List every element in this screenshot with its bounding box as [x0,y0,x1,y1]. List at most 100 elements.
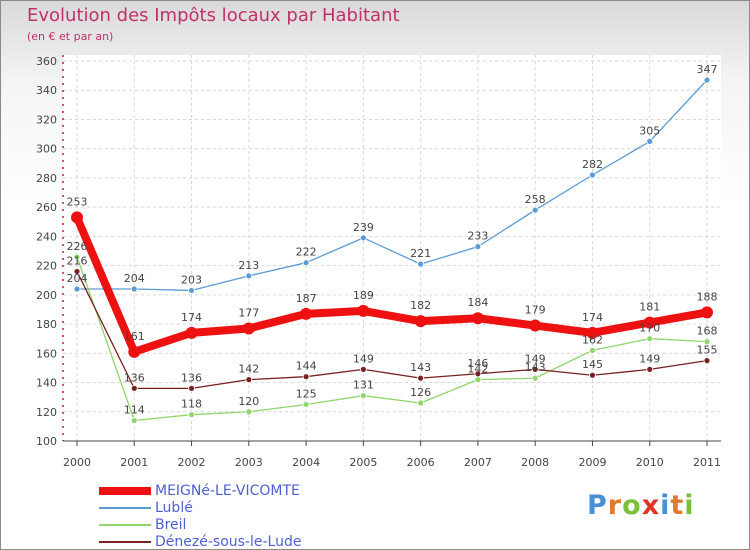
legend-item[interactable]: Lublé [99,500,359,517]
legend-label: Dénezé-sous-le-Lude [155,534,302,550]
legend-item[interactable]: MEIGNé-LE-VICOMTE [99,483,359,500]
data-label: 143 [410,361,431,374]
legend-swatch [99,524,151,526]
data-label: 204 [124,272,145,285]
x-tick-label: 2003 [235,456,263,469]
x-tick-label: 2000 [63,456,91,469]
data-point [589,371,596,379]
data-point [130,417,138,424]
data-point [302,401,310,408]
data-point [302,373,310,381]
data-point [73,285,81,293]
plot-area [63,55,721,441]
data-point [359,234,367,242]
series-line [76,256,708,422]
data-label: 181 [639,301,660,314]
y-tick-label: 120 [36,406,57,419]
data-label: 347 [697,63,718,76]
data-label: 126 [410,386,431,399]
data-label: 149 [525,352,546,365]
y-tick-label: 220 [36,260,57,273]
chart-title: Evolution des Impôts locaux par Habitant [27,5,400,26]
data-label: 168 [697,325,718,338]
data-label: 170 [639,322,660,335]
data-point [417,260,425,268]
data-point [531,365,539,373]
data-point [703,357,711,365]
data-point [646,137,654,145]
y-tick-label: 320 [36,113,57,126]
data-label: 184 [467,296,488,309]
data-label: 216 [67,254,88,267]
data-point [474,243,482,251]
data-label: 239 [353,221,374,234]
data-label: 182 [410,299,431,312]
data-point [300,307,313,320]
data-point [245,376,253,384]
legend-item[interactable]: Breil [99,517,359,534]
y-tick-label: 260 [36,201,57,214]
data-label: 155 [697,344,718,357]
data-point [188,384,195,392]
logo-letter: i [684,490,695,521]
data-point [471,312,484,325]
data-point [474,376,482,384]
data-label: 213 [238,259,259,272]
y-tick-label: 340 [36,84,57,97]
data-point [474,370,482,378]
data-point [417,374,425,382]
x-tick-label: 2007 [464,456,492,469]
logo-letter: P [587,490,608,521]
data-label: 114 [124,404,145,417]
data-point [359,392,367,400]
data-label: 222 [296,246,317,259]
data-point [529,319,542,332]
data-label: 143 [525,361,546,374]
data-label: 136 [181,371,202,384]
data-label: 125 [296,387,317,400]
y-tick-label: 140 [36,377,57,390]
data-label: 136 [124,371,145,384]
y-tick-label: 160 [36,347,57,360]
data-point [242,322,255,335]
data-point [357,304,370,317]
data-point [73,253,81,261]
data-label: 226 [67,240,88,253]
x-tick-label: 2001 [120,456,148,469]
data-label: 189 [353,289,374,302]
data-point [646,335,654,343]
data-label: 204 [67,272,88,285]
x-tick-label: 2009 [578,456,606,469]
data-label: 258 [525,193,546,206]
data-label: 253 [67,195,88,208]
data-point [128,345,141,358]
legend-swatch [99,507,151,509]
legend-item[interactable]: Dénezé-sous-le-Lude [99,534,359,550]
legend-swatch [99,487,151,495]
data-point [531,374,539,382]
data-point [531,206,539,214]
data-label: 221 [410,247,431,260]
chart-subtitle: (en € et par an) [27,30,114,43]
data-label: 142 [467,363,488,376]
series-line [76,270,708,390]
data-label: 282 [582,158,603,171]
data-point [417,399,425,407]
data-point [701,306,713,319]
data-point [245,272,253,280]
data-point [646,365,654,373]
logo-letter: r [607,490,623,521]
data-point [586,326,599,339]
x-tick-label: 2008 [521,456,549,469]
data-point [414,315,427,328]
data-label: 188 [697,290,718,303]
line-chart: 100 120 140 160 180 200 220 240 260 280 300 320 340 3… [36,55,721,469]
y-tick-label: 360 [36,55,57,68]
data-point [71,211,83,224]
legend-label: Breil [155,517,187,533]
y-tick-label: 200 [36,289,57,302]
data-point [130,285,138,293]
data-label: 131 [353,379,374,392]
data-label: 305 [639,124,660,137]
data-label: 120 [238,395,259,408]
